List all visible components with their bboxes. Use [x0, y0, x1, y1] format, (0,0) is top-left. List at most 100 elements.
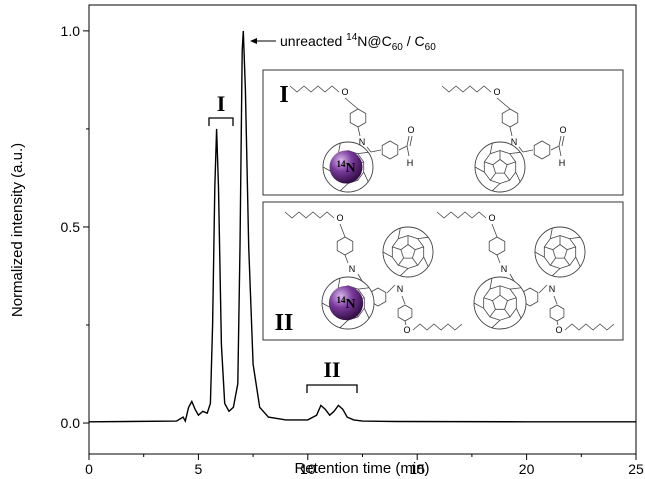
bond [561, 135, 565, 147]
bond [417, 236, 429, 240]
bond [569, 236, 581, 240]
bond [337, 143, 341, 154]
atom-label: O [407, 125, 414, 135]
bond [509, 151, 521, 155]
bond [339, 223, 346, 238]
atom-label: O [403, 325, 410, 335]
bond [553, 295, 558, 305]
fullerene [474, 141, 526, 193]
bond [386, 284, 396, 294]
fullerene-cage [492, 294, 508, 310]
bond [518, 146, 524, 153]
bond [549, 257, 556, 266]
bond [489, 278, 493, 290]
y-tick-label: 0.0 [61, 415, 81, 431]
label-part: 14 [336, 295, 346, 305]
bond [382, 251, 393, 258]
bond [340, 183, 349, 192]
bond [370, 149, 382, 153]
bond [496, 254, 501, 264]
label-part: N@C [357, 33, 391, 49]
bond [400, 268, 409, 277]
bond [522, 149, 534, 153]
bond [564, 257, 571, 266]
bond [504, 172, 511, 181]
bond [538, 284, 548, 294]
label-part: 14 [336, 159, 346, 169]
benzene-ring [533, 140, 551, 160]
bond [404, 320, 407, 326]
main-peak-label: unreacted 14N@C60 / C60 [280, 32, 436, 53]
alkyl-chain [412, 323, 463, 331]
bond [357, 151, 369, 155]
bond [337, 278, 341, 290]
chromatogram-line [88, 30, 636, 424]
inset-label: II [275, 310, 294, 336]
bond [398, 145, 408, 151]
bond [507, 161, 516, 166]
atom-label: O [336, 213, 343, 223]
bond [489, 309, 496, 318]
alkyl-chain [436, 211, 487, 219]
bond [549, 228, 553, 239]
bond [415, 246, 424, 251]
label-part: 14 [346, 32, 358, 43]
bond [339, 319, 349, 329]
bond [406, 145, 410, 157]
bond [550, 145, 560, 151]
endohedral-atom [328, 285, 364, 321]
x-tick-label: 20 [519, 461, 535, 477]
bond [507, 297, 517, 301]
alkyl-chain [441, 85, 492, 93]
bracket-II [306, 384, 358, 393]
atom-label: O [341, 87, 348, 97]
alkyl-chain [564, 323, 615, 331]
fullerene [473, 276, 527, 330]
bond [423, 256, 429, 267]
benzene-ring [381, 140, 399, 160]
atom-label: O [488, 213, 495, 223]
bond [401, 295, 406, 305]
atom-label: N [501, 264, 508, 274]
endohedral-atom [329, 150, 363, 184]
bond [544, 246, 553, 251]
bond [489, 143, 493, 154]
bond [552, 268, 561, 277]
bond [358, 287, 370, 290]
bond [489, 172, 496, 181]
bond [397, 228, 401, 239]
endohedral-label: 14N [336, 295, 355, 312]
bond [474, 166, 485, 173]
fullerene-cage [400, 244, 416, 259]
bracket-I [208, 117, 234, 126]
x-tick-label: 15 [409, 461, 425, 477]
bond [366, 146, 372, 153]
bond [363, 171, 369, 182]
bond [558, 145, 562, 157]
atom-label: N [397, 284, 404, 294]
peak-I-label: I [217, 91, 226, 116]
bond [392, 246, 401, 251]
atom-label: O [493, 87, 500, 97]
x-axis-title: Retention time (min) [294, 460, 429, 477]
y-axis-title: Normalized intensity (a.u.) [9, 143, 26, 317]
y-tick-label: 1.0 [61, 23, 81, 39]
bond [344, 97, 359, 110]
bond [510, 287, 522, 290]
label-part: 60 [392, 42, 404, 53]
endohedral-label: 14N [336, 159, 355, 176]
atom-label: N [349, 264, 356, 274]
alkyl-chain [289, 85, 340, 93]
inset-box [262, 69, 624, 196]
label-part: unreacted [280, 33, 346, 49]
label-part: N [345, 161, 355, 176]
bond [504, 309, 511, 318]
atom-label: N [511, 137, 518, 147]
atom-label: O [559, 125, 566, 135]
bond [483, 297, 493, 301]
label-part: 60 [425, 42, 437, 53]
bond [558, 135, 562, 147]
bond [344, 254, 349, 264]
